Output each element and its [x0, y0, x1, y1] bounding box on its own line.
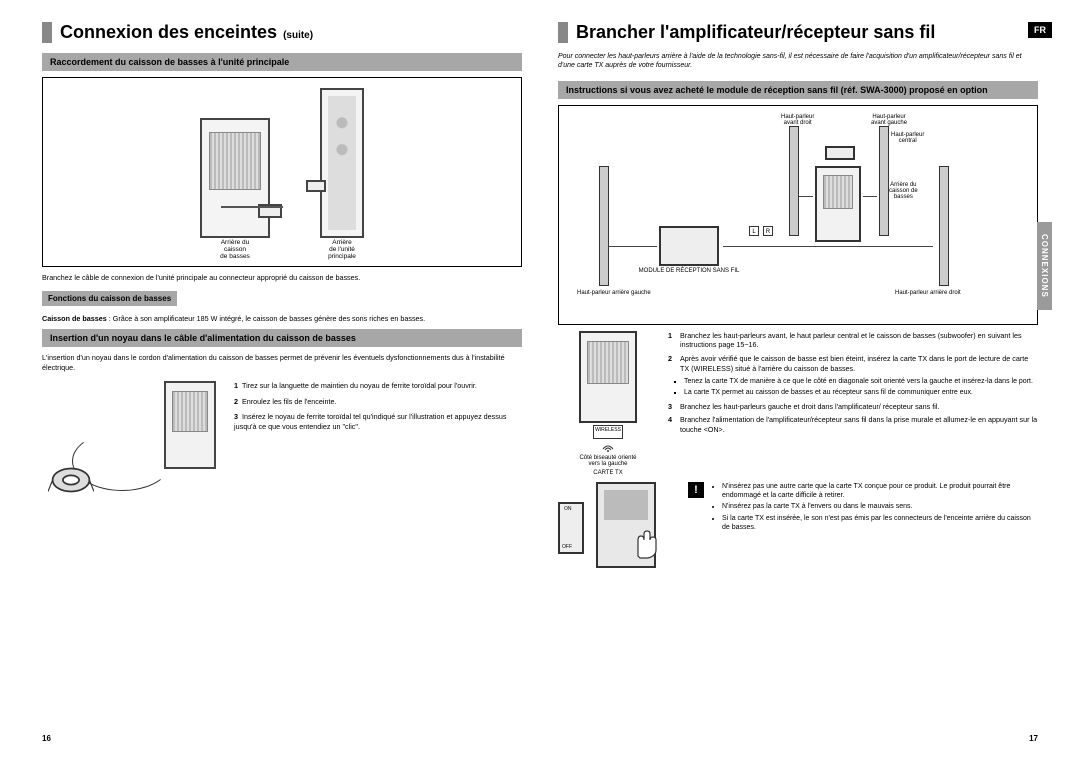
rstep2-b1: Tenez la carte TX de manière à ce que le…	[684, 377, 1038, 386]
func-bold: Caisson de basses	[42, 314, 107, 323]
mainunit-label: Arrière de l'unité principale	[328, 239, 356, 260]
left-title: Connexion des enceintes (suite)	[42, 22, 522, 43]
fr-badge: FR	[1028, 22, 1052, 38]
func-rest: : Grâce à son amplificateur 185 W intégr…	[107, 314, 425, 323]
right-sub1: Instructions si vous avez acheté le modu…	[558, 81, 1038, 99]
ferrite-illustration	[42, 381, 222, 511]
wireless-card-slot: WIRELESS	[593, 425, 623, 439]
step2: Enroulez les fils de l'enceinte.	[242, 397, 336, 406]
func-bar: Fonctions du caisson de basses	[42, 291, 177, 306]
subwoofer-rear: Arrière du caisson de basses	[200, 118, 270, 238]
hand-icon	[628, 526, 662, 560]
right-diagram: Haut-parleur avant droit Haut-parleur av…	[558, 105, 1038, 325]
rstep2: Après avoir vérifié que le caisson de ba…	[680, 354, 1038, 373]
ferrite-core-icon	[48, 457, 94, 503]
left-sub1: Raccordement du caisson de basses à l'un…	[42, 53, 522, 71]
rstep1: Branchez les haut-parleurs avant, le hau…	[680, 331, 1038, 350]
tx-illustration: WIRELESS Côté biseauté orienté vers la g…	[558, 331, 658, 477]
left-title-suite: (suite)	[283, 30, 313, 41]
step3: Insérez le noyau de ferrite toroïdal tel…	[234, 412, 506, 431]
right-steps: 1Branchez les haut-parleurs avant, le ha…	[668, 331, 1038, 477]
side-tab-connexions: CONNEXIONS	[1037, 222, 1052, 310]
ferrite-steps: 1Tirez sur la languette de maintien du n…	[234, 381, 522, 511]
page-num-right: 17	[1029, 734, 1038, 743]
label-hp-ar-gauche: Haut-parleur arrière gauche	[577, 290, 651, 296]
step1: Tirez sur la languette de maintien du no…	[242, 381, 477, 390]
label-caisson: Arrière du caisson de basses	[889, 182, 918, 201]
tx-row: WIRELESS Côté biseauté orienté vers la g…	[558, 331, 1038, 477]
warning-icon: !	[688, 482, 704, 498]
warn3: Si la carte TX est insérée, le son n'est…	[722, 514, 1038, 532]
warn1: N'insérez pas une autre carte que la car…	[722, 482, 1038, 500]
wifi-icon	[602, 441, 614, 453]
right-intro: Pour connecter les haut-parleurs arrière…	[558, 53, 1038, 71]
mainunit-rear: Arrière de l'unité principale	[320, 88, 364, 238]
label-module: MODULE DE RÉCEPTION SANS FIL	[635, 268, 743, 274]
subwoofer-label: Arrière du caisson de basses	[218, 239, 253, 260]
rstep3: Branchez les haut-parleurs gauche et dro…	[680, 402, 939, 412]
rstep2-b2: La carte TX permet au caisson de basses …	[684, 388, 1038, 397]
page-num-left: 16	[42, 734, 51, 743]
left-diagram-box: Arrière du caisson de basses Arrière de …	[42, 77, 522, 267]
left-note2: L'insertion d'un noyau dans le cordon d'…	[42, 353, 522, 372]
warn2: N'insérez pas la carte TX à l'envers ou …	[722, 502, 1038, 511]
switch-illustration	[558, 482, 678, 572]
right-title-text: Brancher l'amplificateur/récepteur sans …	[576, 22, 935, 43]
label-hp-avant-droit: Haut-parleur avant droit	[781, 114, 814, 127]
left-sub2: Insertion d'un noyau dans le câble d'ali…	[42, 329, 522, 347]
left-note1: Branchez le câble de connexion de l'unit…	[42, 273, 522, 283]
left-title-text: Connexion des enceintes	[60, 22, 277, 43]
right-title: Brancher l'amplificateur/récepteur sans …	[558, 22, 1038, 43]
tx-carte-label: CARTE TX	[558, 470, 658, 477]
tx-side-label: Côté biseauté orienté vers la gauche	[558, 455, 658, 468]
switch-row: ! N'insérez pas une autre carte que la c…	[558, 482, 1038, 572]
rstep4: Branchez l'alimentation de l'amplificate…	[680, 415, 1038, 434]
ferrite-row: 1Tirez sur la languette de maintien du n…	[42, 381, 522, 511]
func-text: Caisson de basses : Grâce à son amplific…	[42, 314, 522, 324]
label-hp-central: Haut-parleur central	[891, 132, 924, 145]
label-hp-ar-droit: Haut-parleur arrière droit	[895, 290, 961, 296]
label-hp-avant-gauche: Haut-parleur avant gauche	[871, 114, 907, 127]
warning-block: ! N'insérez pas une autre carte que la c…	[688, 482, 1038, 533]
